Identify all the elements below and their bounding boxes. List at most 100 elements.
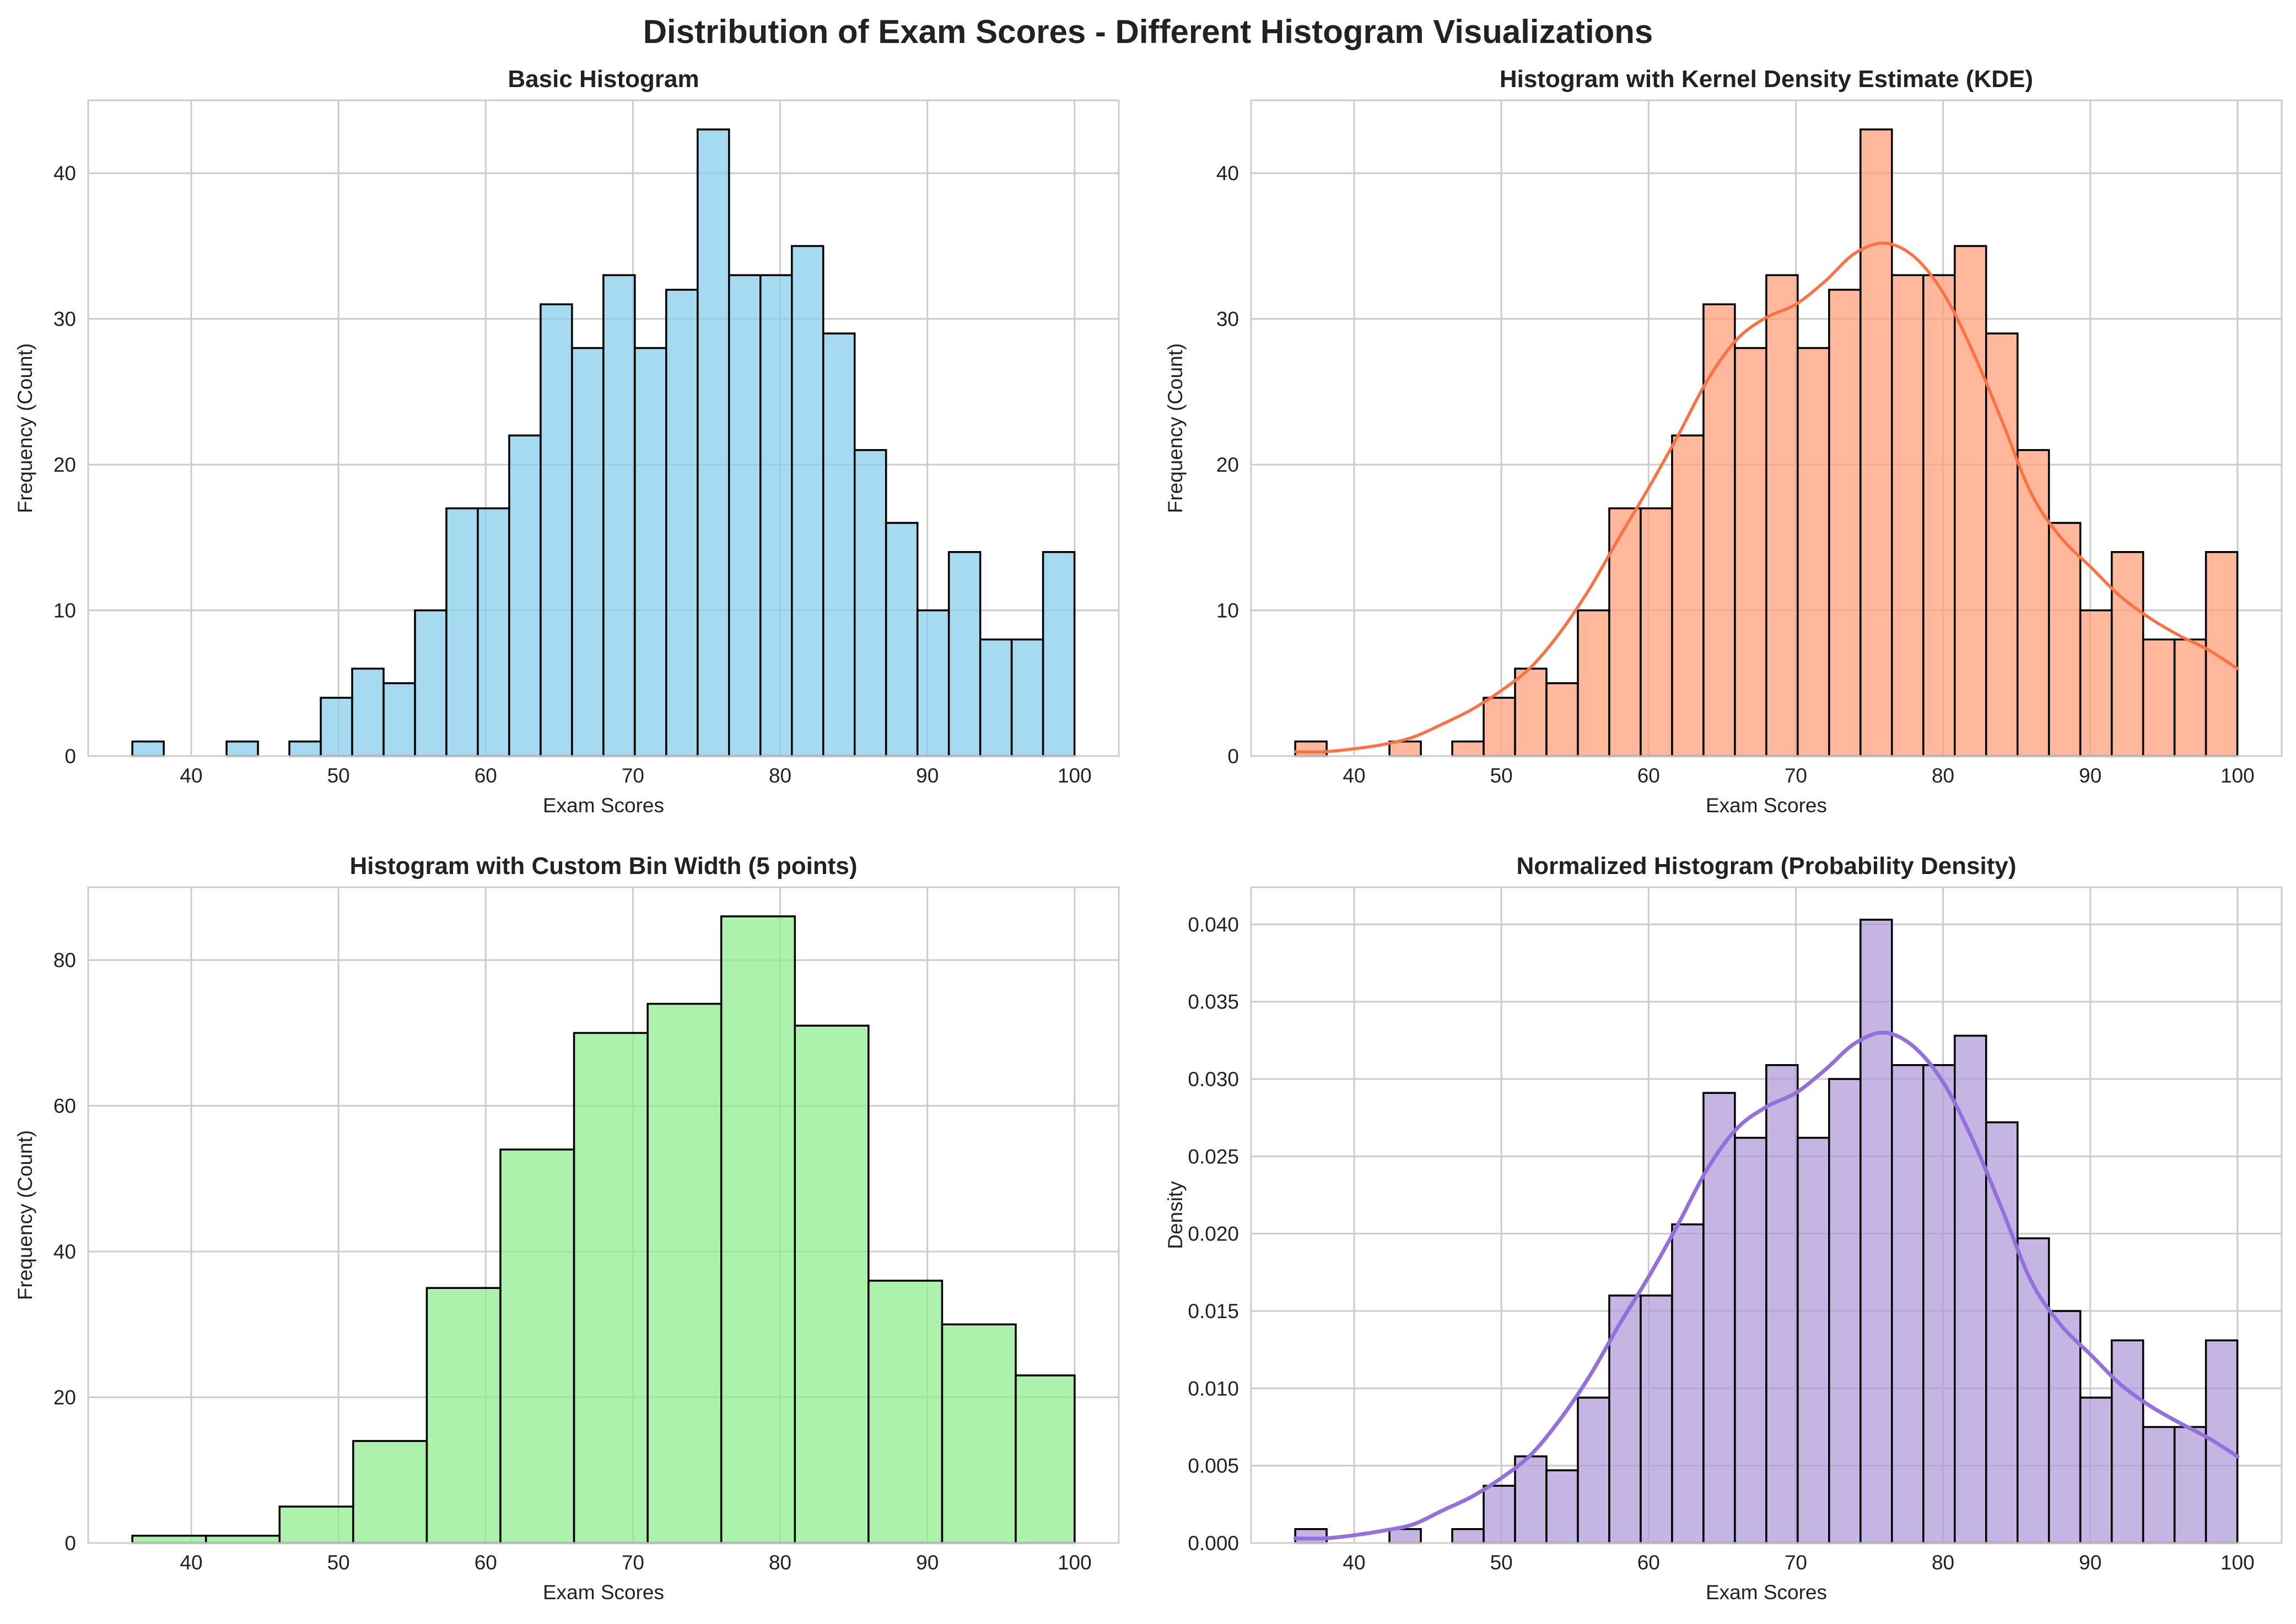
x-tick-label: 40 — [1343, 764, 1365, 787]
histogram-bar — [1451, 1528, 1485, 1544]
histogram-bar — [1922, 274, 1956, 757]
histogram-bar — [2173, 638, 2207, 757]
bars — [1294, 128, 2239, 757]
histogram-bar — [1671, 1223, 1705, 1544]
x-tick-label: 70 — [1785, 1551, 1807, 1574]
histogram-bar — [1514, 667, 1548, 757]
x-tick-label: 60 — [475, 1551, 497, 1574]
histogram-bar — [1797, 347, 1830, 757]
y-tick-label: 20 — [1216, 454, 1239, 476]
histogram-bar — [2079, 609, 2113, 757]
x-tick-label: 40 — [180, 1551, 202, 1574]
histogram-bar — [1702, 1092, 1736, 1544]
histogram-bar — [573, 1032, 649, 1544]
histogram-bar — [508, 434, 542, 757]
y-tick-label: 40 — [53, 1240, 76, 1263]
x-tick-label: 100 — [2220, 1551, 2255, 1574]
bars — [131, 915, 1076, 1544]
x-tick-label: 70 — [622, 764, 644, 787]
histogram-bar — [1577, 1396, 1610, 1544]
x-tick-label: 80 — [769, 1551, 791, 1574]
histogram-bar — [2079, 1396, 2113, 1544]
chart-panel-4: 40 50 60 70 80 90 100 0.000 0.005 0.010 0.015 0.020… — [1164, 853, 2283, 1604]
histogram-bar — [288, 740, 322, 757]
histogram-bar — [352, 1440, 428, 1544]
y-tick-label: 0.030 — [1188, 1068, 1239, 1091]
y-tick-label: 10 — [1216, 600, 1239, 622]
y-tick-label: 0.000 — [1188, 1532, 1239, 1555]
histogram-bar — [1734, 1136, 1767, 1544]
x-axis-label: Exam Scores — [1706, 1581, 1827, 1604]
histogram-bar — [2173, 1426, 2207, 1544]
panel-title: Normalized Histogram (Probability Densit… — [1516, 853, 2016, 880]
histogram-bar — [1640, 507, 1673, 757]
histogram-bar — [1042, 551, 1076, 757]
histogram-bar — [1828, 289, 1862, 757]
histogram-bar — [225, 740, 259, 757]
histogram-bar — [2110, 1339, 2144, 1544]
histogram-bar — [916, 609, 950, 757]
histogram-bar — [979, 638, 1013, 757]
histogram-bar — [885, 522, 919, 757]
histogram-bar — [414, 609, 448, 757]
x-tick-label: 50 — [1490, 1551, 1513, 1574]
panel-title: Basic Histogram — [508, 66, 699, 93]
y-axis-label: Frequency (Count) — [14, 343, 36, 513]
chart-panel-1: 40 50 60 70 80 90 100 0 10 20 30 40 Basic Histogram E… — [14, 66, 1120, 817]
histogram-bar — [947, 551, 982, 757]
x-tick-label: 60 — [475, 764, 497, 787]
histogram-bar — [1483, 697, 1516, 757]
axes-frame — [1250, 99, 2283, 757]
y-tick-label: 60 — [53, 1095, 76, 1118]
histogram-bar — [540, 303, 573, 757]
y-tick-label: 30 — [1216, 308, 1239, 331]
y-tick-label: 10 — [53, 600, 76, 622]
histogram-bar — [131, 1535, 207, 1544]
y-tick-label: 40 — [53, 162, 76, 185]
x-tick-label: 70 — [1785, 764, 1807, 787]
y-tick-label: 20 — [53, 1386, 76, 1409]
x-tick-label: 90 — [916, 1551, 939, 1574]
histogram-bar — [1702, 303, 1736, 757]
x-tick-label: 100 — [2220, 764, 2255, 787]
x-tick-label: 40 — [1343, 1551, 1365, 1574]
y-tick-label: 20 — [53, 454, 76, 476]
histogram-bar — [1985, 1121, 2019, 1544]
panel-title: Histogram with Kernel Density Estimate (… — [1500, 66, 2033, 93]
y-tick-label: 80 — [53, 949, 76, 972]
histogram-bar — [1294, 1528, 1328, 1544]
histogram-bar — [382, 682, 416, 757]
histogram-bar — [1010, 638, 1044, 757]
histogram-bar — [941, 1323, 1017, 1544]
histogram-bar — [425, 1287, 502, 1544]
histogram-bar — [794, 1024, 870, 1544]
histogram-bar — [2205, 1339, 2239, 1544]
histogram-bar — [1922, 1064, 1956, 1544]
histogram-bar — [1985, 332, 2019, 757]
histogram-bar — [499, 1148, 575, 1544]
y-tick-label: 0.025 — [1188, 1145, 1239, 1168]
histogram-bar — [204, 1535, 281, 1544]
kde-line — [1293, 241, 2239, 754]
histogram-bar — [720, 915, 796, 1544]
histogram-bar — [1640, 1294, 1673, 1544]
bars — [1294, 919, 2239, 1544]
histogram-bar — [791, 245, 824, 757]
y-axis-label: Frequency (Count) — [14, 1130, 36, 1300]
histogram-bar — [634, 347, 667, 757]
histogram-bar — [1734, 347, 1767, 757]
x-tick-label: 90 — [2079, 1551, 2101, 1574]
histogram-bar — [1545, 1469, 1579, 1544]
x-tick-label: 50 — [327, 764, 350, 787]
histogram-bar — [2047, 522, 2082, 757]
histogram-bar — [1954, 1034, 1987, 1544]
histogram-bar — [445, 507, 479, 757]
histogram-bar — [759, 274, 793, 757]
histogram-bar — [1671, 434, 1705, 757]
x-tick-label: 60 — [1637, 1551, 1660, 1574]
histogram-bar — [477, 507, 510, 757]
axes-frame — [1250, 886, 2283, 1544]
histogram-bar — [1828, 1078, 1862, 1544]
y-tick-label: 0.040 — [1188, 913, 1239, 936]
x-axis-label: Exam Scores — [543, 794, 664, 817]
